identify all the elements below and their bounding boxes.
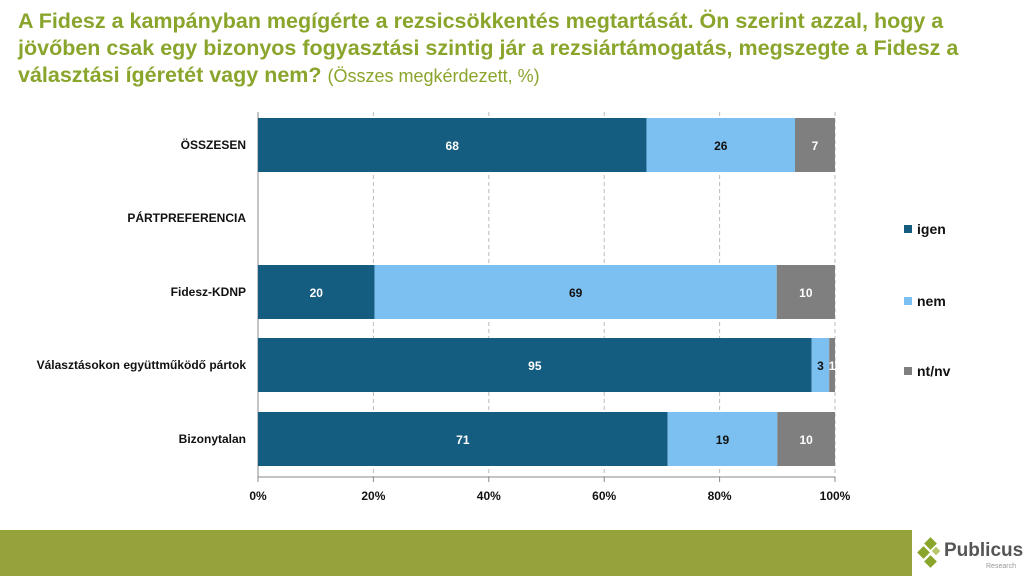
bar-segment-nem [646, 118, 796, 172]
data-label: 10 [799, 433, 813, 447]
data-label: 95 [528, 359, 542, 373]
bar-segment-nem [374, 265, 777, 319]
bar-segment-nem [667, 412, 778, 466]
category-label: Választásokon együttműködő pártok [37, 358, 247, 372]
bar-segment-nt-nv [777, 412, 835, 466]
legend-label: nem [917, 293, 946, 309]
bar-segment-igen [258, 412, 668, 466]
category-label: Bizonytalan [179, 432, 246, 446]
bar-segment-nt-nv [829, 338, 835, 392]
title-main: A Fidesz a kampányban megígérte a rezsic… [18, 9, 959, 87]
x-tick-label: 100% [820, 489, 851, 503]
data-label: 1 [829, 359, 836, 373]
bar-segment-igen [258, 338, 812, 392]
x-tick-label: 40% [477, 489, 501, 503]
footer-band [0, 530, 912, 576]
x-tick-label: 60% [592, 489, 616, 503]
bar-segment-nt-nv [776, 265, 835, 319]
bar-segment-nem [811, 338, 830, 392]
publicus-logo-icon [917, 537, 941, 568]
legend-label: igen [917, 221, 946, 237]
legend-swatch [904, 297, 912, 305]
category-label: PÁRTPREFERENCIA [127, 210, 246, 225]
bar-segment-igen [258, 118, 647, 172]
category-label: ÖSSZESEN [181, 137, 246, 152]
x-tick-label: 80% [708, 489, 732, 503]
title-subtitle: (Összes megkérdezett, %) [327, 66, 540, 86]
bar-segment-igen [258, 265, 375, 319]
category-label: Fidesz-KDNP [171, 285, 246, 299]
data-label: 10 [799, 286, 813, 300]
stacked-bar-chart: 0% 20% 40% 60% 80% 100% ÖSSZESEN 68 26 7 PÁRTPREFE… [37, 112, 951, 503]
legend-swatch [904, 367, 912, 375]
x-tick-label: 20% [361, 489, 385, 503]
chart-title: A Fidesz a kampányban megígérte a rezsic… [18, 8, 1018, 90]
logo-text: Publicus [944, 540, 1024, 561]
x-tick-label: 0% [249, 489, 267, 503]
data-label: 3 [817, 359, 824, 373]
data-label: 19 [716, 433, 730, 447]
data-label: 20 [310, 286, 324, 300]
data-label: 26 [714, 139, 728, 153]
data-label: 69 [569, 286, 583, 300]
legend-label: nt/nv [917, 363, 951, 379]
data-label: 68 [446, 139, 460, 153]
bar-segment-nt-nv [795, 118, 835, 172]
data-label: 7 [812, 139, 819, 153]
data-label: 71 [456, 433, 470, 447]
legend-swatch [904, 225, 912, 233]
logo-subtext: Research [986, 563, 1016, 570]
